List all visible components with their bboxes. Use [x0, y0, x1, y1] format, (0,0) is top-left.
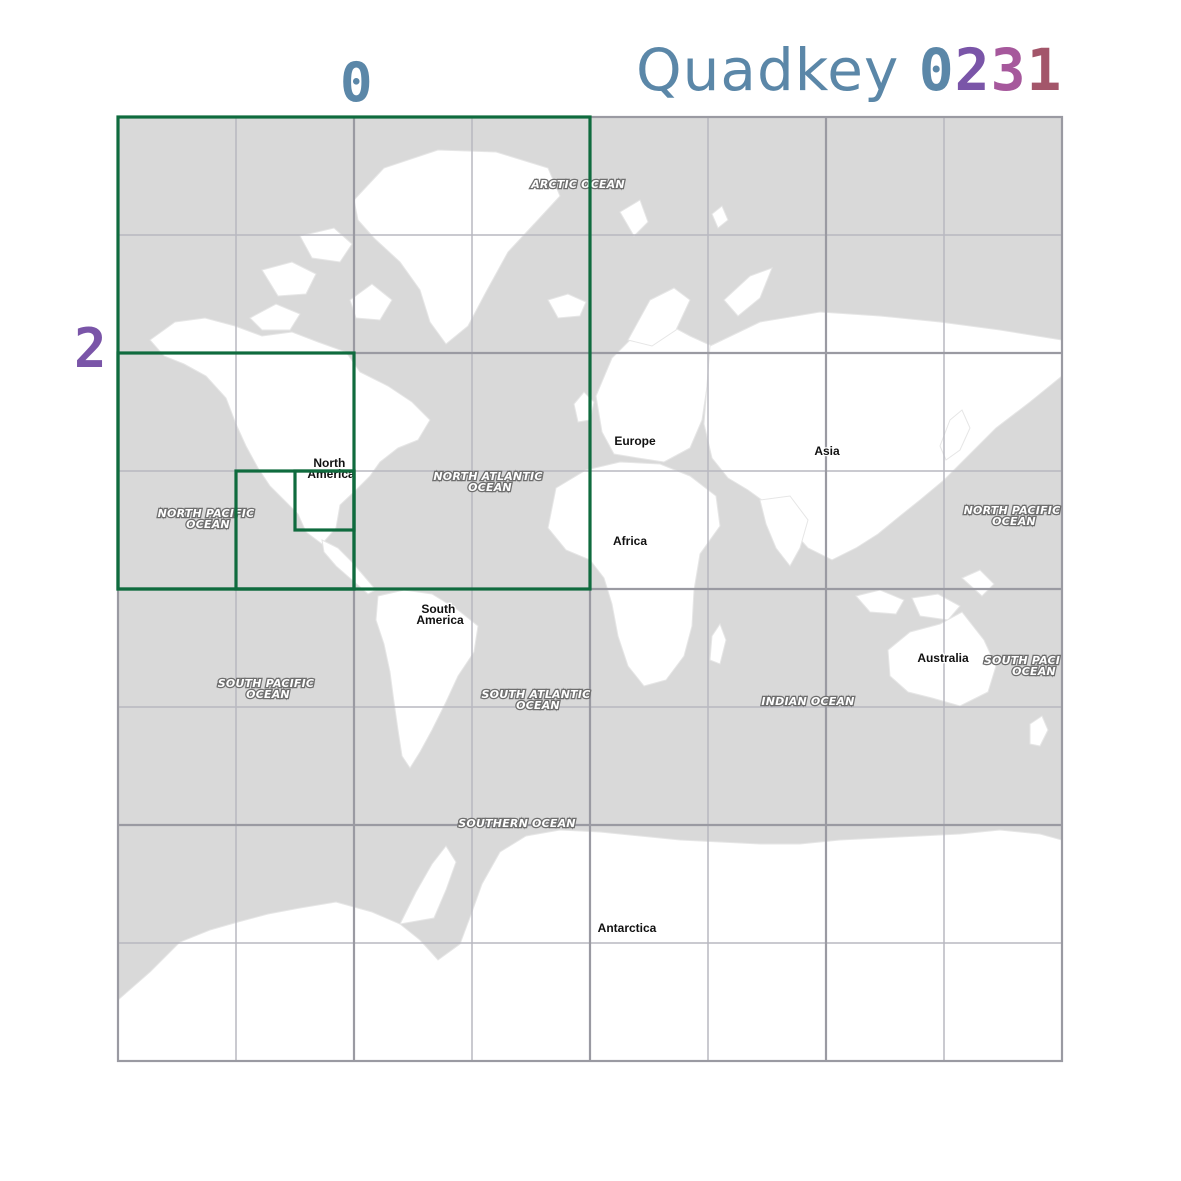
- quadkey-digits: 0231: [919, 36, 1063, 104]
- quadkey-digit-4: 1: [1026, 36, 1063, 104]
- ocean-label-north-pacific-west: NORTH PACIFIC OCEAN: [158, 507, 259, 531]
- ocean-label-indian: INDIAN OCEAN: [761, 695, 854, 708]
- ocean-label-arctic: ARCTIC OCEAN: [530, 178, 625, 191]
- land-australia: [887, 611, 997, 707]
- continent-label-australia: Australia: [917, 651, 969, 665]
- land-iceland: [547, 293, 587, 319]
- tile-level-4: [293, 469, 356, 532]
- continent-label-europe: Europe: [614, 434, 656, 448]
- title-prefix: Quadkey: [636, 36, 919, 104]
- land-south-america: [375, 589, 479, 769]
- ocean-label-north-pacific-east: NORTH PACIFIC OCEAN: [964, 504, 1065, 528]
- quadrant-label-0: 0: [340, 51, 373, 114]
- quadkey-digit-3: 3: [990, 36, 1027, 104]
- land-india: [759, 495, 809, 567]
- map-title: Quadkey 0231: [636, 36, 1062, 104]
- quadkey-highlight: [116, 115, 592, 591]
- continent-label-africa: Africa: [613, 534, 647, 548]
- land-arctic-islands: [249, 227, 393, 331]
- continent-label-antarctica: Antarctica: [598, 921, 657, 935]
- quadrant-label-2: 2: [74, 317, 107, 380]
- ocean-label-southern: SOUTHERN OCEAN: [458, 817, 575, 830]
- land-greenland: [353, 149, 561, 345]
- continent-label-south-america: South America: [416, 602, 464, 627]
- land-north-america: [149, 317, 431, 545]
- land-asia: [703, 311, 1062, 561]
- ocean-label-south-atlantic: SOUTH ATLANTIC OCEAN: [482, 688, 595, 712]
- continent-label-asia: Asia: [814, 444, 840, 458]
- ocean-label-north-atlantic: NORTH ATLANTIC OCEAN: [433, 470, 546, 494]
- land-new-zealand: [1029, 715, 1049, 747]
- ocean-label-south-pacific-west: SOUTH PACIFIC OCEAN: [218, 677, 318, 701]
- land-japan: [939, 409, 971, 461]
- continent-label-north-america: North America: [307, 456, 355, 481]
- quadkey-digit-2: 2: [954, 36, 991, 104]
- land-antarctic-peninsula: [399, 845, 457, 925]
- ocean-label-south-pacific-east: SOUTH PACI OCEAN: [984, 654, 1064, 678]
- quadkey-digit-1: 0: [918, 36, 955, 104]
- land-scandinavia: [627, 287, 691, 347]
- land-central-america: [321, 539, 377, 595]
- land-svalbard: [619, 199, 773, 317]
- land-madagascar: [709, 622, 727, 665]
